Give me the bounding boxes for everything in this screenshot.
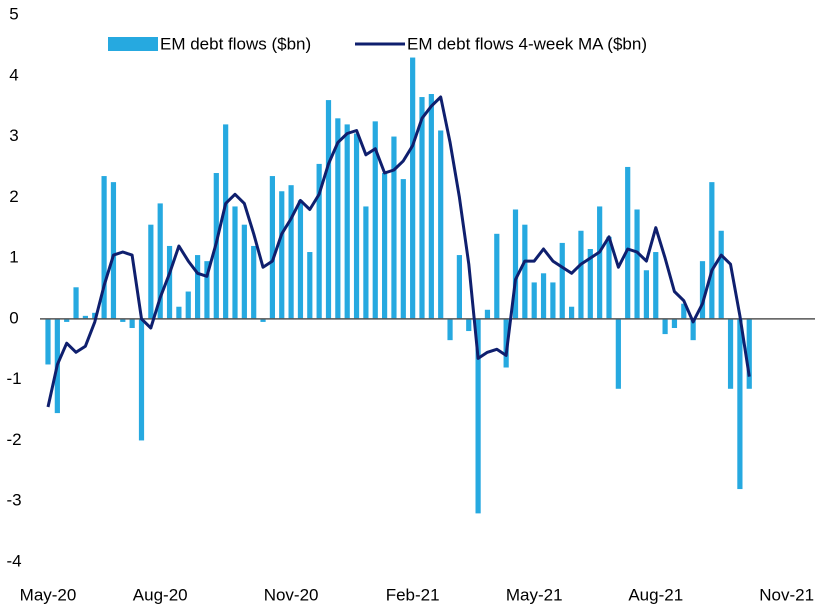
bar	[138, 318, 145, 441]
y-tick-label: 5	[9, 4, 18, 23]
bar	[382, 173, 388, 319]
bar	[531, 282, 537, 319]
bar	[447, 318, 453, 341]
bar	[466, 318, 472, 332]
x-tick-label: May-20	[20, 585, 77, 604]
bar	[494, 233, 500, 319]
bar	[550, 282, 556, 319]
bar	[223, 124, 229, 319]
bar	[120, 318, 126, 322]
bar	[578, 230, 584, 319]
bar	[260, 318, 266, 322]
bar	[148, 224, 154, 319]
y-tick-label: -1	[6, 369, 21, 388]
bar	[251, 245, 257, 319]
legend-label: EM debt flows ($bn)	[160, 34, 311, 53]
bar	[176, 306, 182, 319]
bar	[344, 124, 350, 319]
bar	[129, 318, 135, 329]
bar	[438, 130, 444, 319]
bar	[195, 255, 201, 319]
bar	[643, 270, 649, 319]
bar	[92, 312, 98, 319]
bar	[718, 230, 724, 319]
bar	[634, 209, 640, 319]
bar	[307, 252, 313, 319]
bar	[475, 318, 481, 514]
bar	[699, 261, 706, 319]
bar	[73, 287, 79, 319]
x-tick-label: Nov-20	[264, 585, 319, 604]
bar	[671, 318, 678, 329]
x-tick-label: Feb-21	[386, 585, 440, 604]
y-tick-label: 1	[9, 248, 18, 267]
bar	[690, 318, 696, 341]
bar	[110, 182, 117, 319]
x-tick-label: Nov-21	[759, 585, 814, 604]
ma-line	[46, 95, 751, 408]
bar	[363, 206, 369, 319]
bar	[64, 318, 70, 322]
bar	[746, 318, 752, 389]
bar	[428, 94, 434, 319]
bar	[45, 318, 51, 365]
bar	[709, 182, 715, 319]
bar	[232, 206, 238, 319]
y-tick-label: -2	[6, 430, 21, 449]
bar	[82, 315, 88, 319]
bar	[288, 185, 294, 319]
bar	[335, 118, 341, 319]
bar	[101, 176, 107, 319]
bar	[662, 318, 668, 335]
bar	[615, 318, 621, 389]
bar	[606, 236, 612, 319]
bar	[522, 224, 528, 319]
bar	[681, 303, 687, 319]
bar	[279, 191, 285, 319]
x-tick-label: Aug-21	[628, 585, 683, 604]
y-tick-label: 3	[9, 126, 18, 145]
bar	[653, 252, 659, 319]
bar	[587, 248, 593, 319]
bar	[157, 203, 163, 319]
y-tick-label: 2	[9, 187, 18, 206]
bar	[484, 309, 491, 319]
bar	[737, 318, 743, 490]
bar	[316, 163, 322, 319]
bar	[569, 306, 575, 319]
bar	[559, 242, 565, 319]
bar	[241, 224, 247, 319]
x-tick-label: Aug-20	[133, 585, 188, 604]
x-tick-label: May-21	[506, 585, 563, 604]
bar	[456, 255, 462, 319]
bar	[410, 57, 416, 319]
bar	[325, 100, 332, 319]
y-tick-label: -4	[6, 551, 21, 570]
bar	[391, 136, 397, 319]
bar	[166, 245, 173, 319]
y-tick-label: -3	[6, 491, 21, 510]
bar	[400, 179, 406, 319]
bar	[297, 200, 304, 319]
bar	[353, 133, 360, 319]
bar	[540, 273, 547, 319]
bar	[727, 318, 734, 389]
legend-label: EM debt flows 4-week MA ($bn)	[407, 34, 647, 53]
bar	[419, 97, 425, 319]
bar	[269, 176, 275, 319]
y-tick-label: 4	[9, 65, 18, 84]
bar	[204, 261, 210, 319]
bar	[625, 166, 631, 319]
bar	[185, 291, 191, 319]
y-tick-label: 0	[9, 308, 18, 327]
bar	[597, 206, 603, 319]
legend-swatch	[108, 37, 158, 51]
bar	[372, 121, 378, 319]
bar	[512, 209, 519, 319]
